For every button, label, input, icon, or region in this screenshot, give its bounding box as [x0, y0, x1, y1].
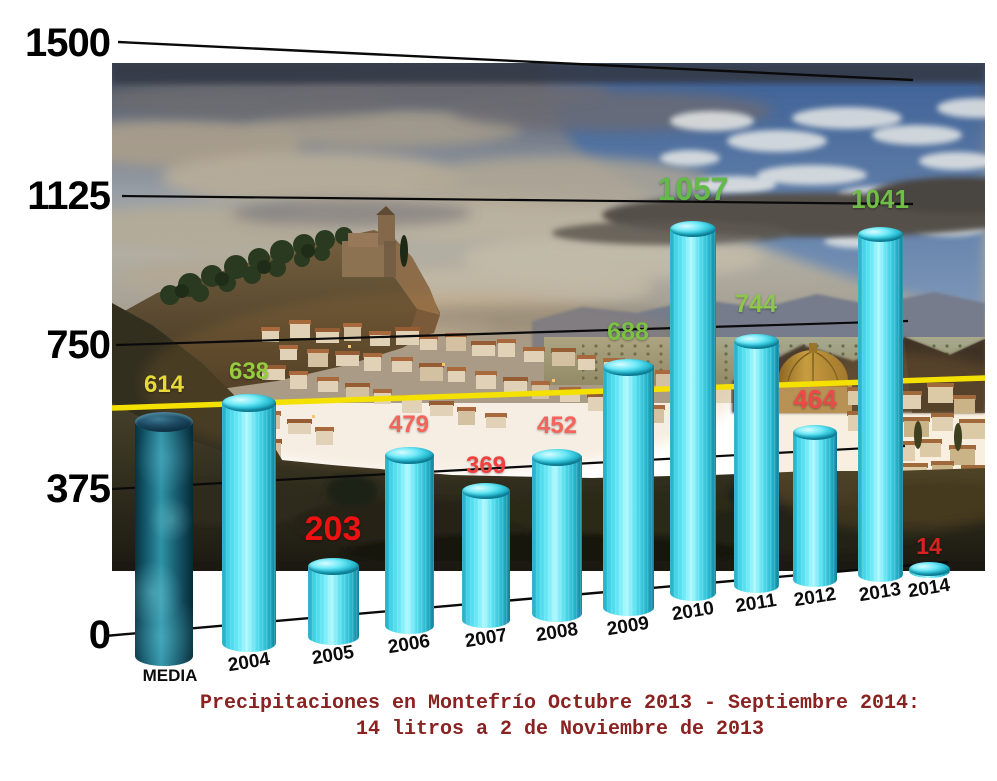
cylinder-top — [135, 412, 193, 432]
fortress-church — [342, 206, 408, 277]
y-axis-label-375: 375 — [46, 467, 111, 511]
cylinder-top — [602, 359, 654, 376]
cylinder-top — [462, 483, 510, 499]
cylinder-body — [857, 234, 903, 582]
y-axis-label-1500: 1500 — [25, 21, 111, 65]
cylinder-body — [462, 491, 510, 628]
y-axis-label-1125: 1125 — [27, 174, 111, 218]
value-label-2005: 203 — [304, 510, 362, 548]
value-label-2010: 1057 — [657, 171, 729, 207]
cylinder-top — [857, 227, 903, 242]
category-label-2013: 2013 — [857, 578, 903, 607]
y-axis-label-750: 750 — [46, 323, 111, 367]
value-label-2004: 638 — [228, 358, 270, 385]
cylinder-top — [532, 449, 582, 466]
bar-2012 — [793, 425, 837, 587]
category-label-2006: 2006 — [386, 630, 432, 659]
bar-2008 — [532, 449, 582, 622]
category-label-2004: 2004 — [226, 648, 272, 677]
cylinder-body — [222, 403, 276, 652]
category-label-2012: 2012 — [792, 583, 838, 612]
bar-2006 — [384, 447, 434, 634]
cylinder-body — [135, 422, 193, 666]
bar-2011 — [733, 334, 779, 593]
value-label-2013: 1041 — [851, 184, 909, 214]
category-label-2010: 2010 — [670, 597, 716, 626]
cylinder-body — [532, 457, 582, 622]
chart-title-line-2: 14 litros a 2 de Noviembre de 2013 — [355, 718, 765, 741]
cylinder-top — [307, 558, 359, 575]
cylinder-body — [307, 566, 359, 645]
chart-title: Precipitaciones en Montefrío Octubre 201… — [120, 691, 997, 743]
value-label-2009: 688 — [607, 318, 649, 346]
y-axis-label-0: 0 — [88, 613, 111, 657]
value-label-2012: 464 — [793, 384, 837, 414]
category-label-media: MEDIA — [142, 666, 198, 685]
cylinder-top — [733, 334, 779, 349]
bar-2004 — [222, 394, 276, 652]
value-label-2006: 479 — [388, 411, 430, 438]
bar-2005 — [307, 558, 359, 645]
cylinder-body — [602, 367, 654, 616]
value-label-2008: 452 — [536, 412, 578, 439]
cylinder-body — [384, 455, 434, 634]
bar-2013 — [857, 227, 903, 582]
bar-media — [135, 412, 193, 666]
cylinder-body — [670, 229, 716, 601]
bar-2007 — [462, 483, 510, 628]
value-label-2011: 744 — [735, 290, 777, 318]
category-label-2014: 2014 — [906, 574, 952, 603]
category-label-2008: 2008 — [534, 618, 580, 647]
cylinder-top — [908, 562, 950, 576]
cylinder-top — [384, 447, 434, 464]
cylinder-top — [670, 221, 716, 237]
value-label-2014: 14 — [916, 533, 942, 559]
cylinder-body — [733, 341, 779, 593]
cylinder-top — [222, 394, 276, 412]
value-label-2007: 369 — [465, 452, 507, 479]
chart-title-line-1: Precipitaciones en Montefrío Octubre 201… — [199, 692, 921, 715]
category-label-2011: 2011 — [733, 589, 779, 618]
value-label-media: 614 — [143, 371, 185, 398]
category-label-2009: 2009 — [605, 612, 651, 641]
category-label-2007: 2007 — [463, 624, 509, 653]
cylinder-top — [793, 425, 837, 440]
category-label-2005: 2005 — [310, 641, 356, 670]
bar-2010 — [670, 221, 716, 601]
cylinder-body — [793, 432, 837, 587]
bar-2009 — [602, 359, 654, 616]
